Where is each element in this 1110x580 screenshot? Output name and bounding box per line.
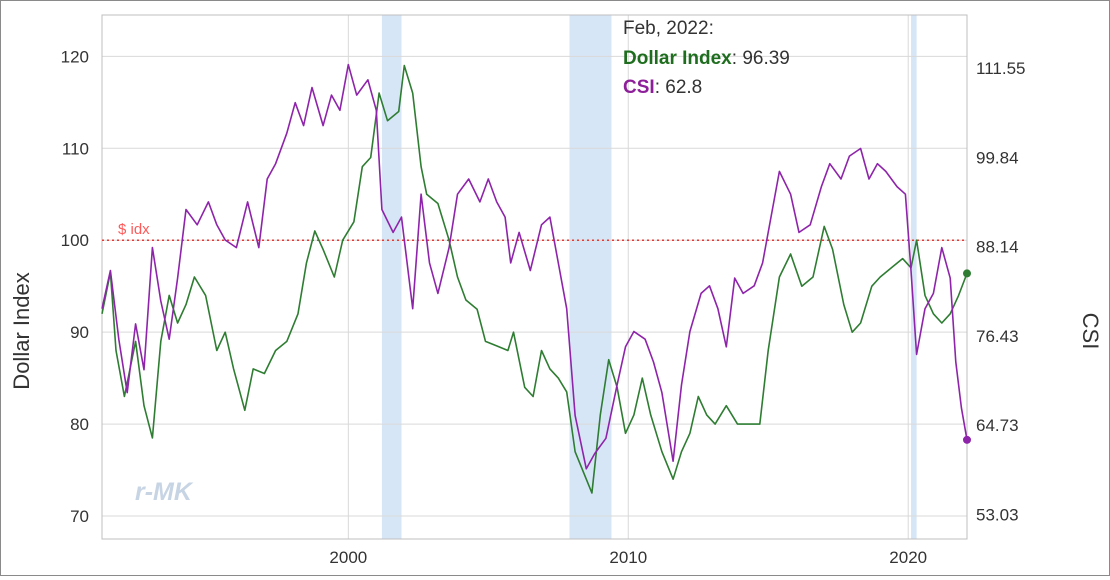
tooltip-date: Feb, 2022: <box>623 18 714 39</box>
left-tick-label: 70 <box>70 507 89 526</box>
reference-line-group: $ idx <box>102 221 967 241</box>
right-axis-title: CSI <box>1078 313 1103 350</box>
recession-band <box>381 15 402 539</box>
plot-border <box>101 14 968 540</box>
right-axis-ticks: 53.03 64.73 76.43 88.14 99.84 111.55 <box>976 59 1025 524</box>
x-tick-label: 2010 <box>609 548 647 567</box>
tooltip-dollar-index-line: Dollar Index: 96.39 <box>623 48 790 69</box>
left-axis-ticks: 70 80 90 100 110 120 <box>61 47 89 526</box>
tooltip-csi-name: CSI <box>623 77 655 98</box>
tooltip-csi-value: 62.8 <box>665 77 702 98</box>
x-tick-label: 2020 <box>889 548 927 567</box>
right-tick-label: 111.55 <box>976 59 1025 78</box>
left-axis-title: Dollar Index <box>9 272 34 389</box>
grid-lines <box>102 15 967 539</box>
right-tick-label: 53.03 <box>976 505 1019 524</box>
tooltip-csi-line: CSI: 62.8 <box>623 77 702 98</box>
right-tick-label: 76.43 <box>976 327 1019 346</box>
left-tick-label: 90 <box>70 323 89 342</box>
tooltip-separator: : <box>655 77 666 98</box>
tooltip-separator: : <box>732 48 743 69</box>
recession-band <box>569 15 612 539</box>
right-tick-label: 64.73 <box>976 416 1019 435</box>
reference-line-label: $ idx <box>118 221 150 238</box>
dollar-index-last-point <box>963 269 971 278</box>
left-tick-label: 120 <box>61 47 89 66</box>
series-group <box>101 63 971 494</box>
watermark-logo: r-MK <box>135 478 194 506</box>
x-axis-ticks: 2000 2010 2020 <box>329 548 927 567</box>
x-tick-label: 2000 <box>329 548 367 567</box>
tooltip-dollar-index-name: Dollar Index <box>623 48 732 69</box>
tooltip: Feb, 2022: Dollar Index: 96.39 CSI: 62.8 <box>623 18 790 98</box>
recession-band <box>911 15 917 539</box>
left-tick-label: 110 <box>62 139 89 158</box>
recession-shading <box>381 15 917 539</box>
csi-series-line <box>101 63 968 470</box>
right-tick-label: 99.84 <box>976 148 1019 167</box>
csi-last-point <box>963 435 971 444</box>
right-tick-label: 88.14 <box>976 238 1019 257</box>
tooltip-dollar-index-value: 96.39 <box>742 48 790 69</box>
dollar-index-series-line <box>101 64 968 494</box>
left-tick-label: 80 <box>70 415 89 434</box>
left-tick-label: 100 <box>61 231 89 250</box>
